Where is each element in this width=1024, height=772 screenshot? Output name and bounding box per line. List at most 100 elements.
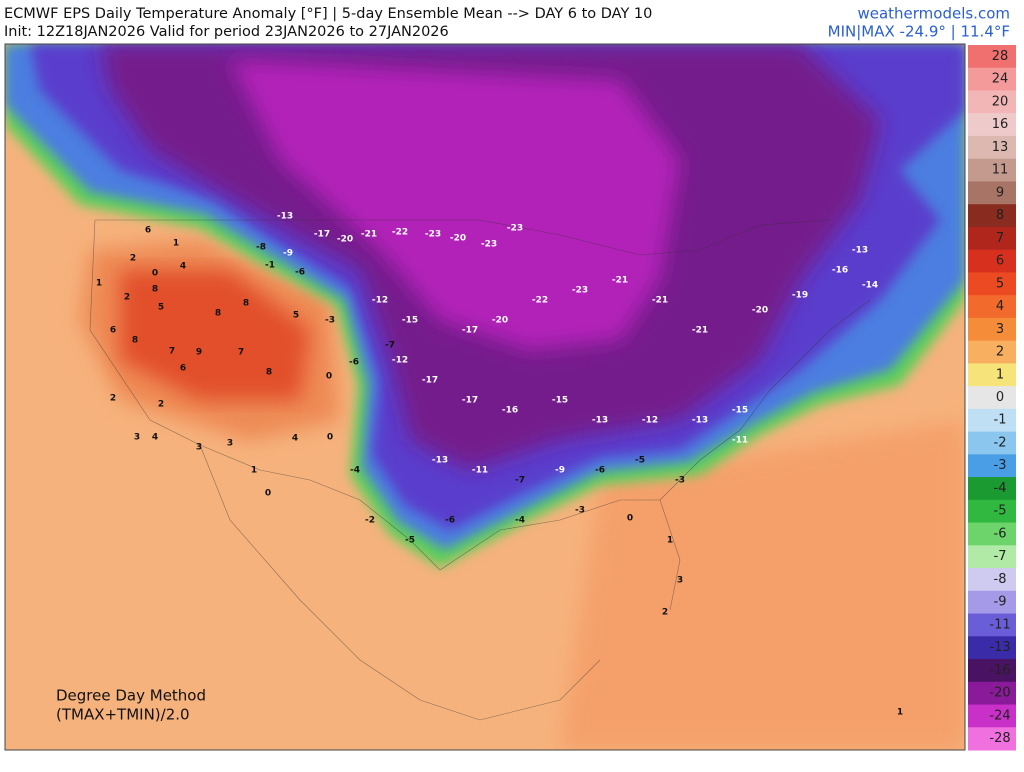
station-value: 0 bbox=[326, 372, 332, 382]
station-value: 8 bbox=[266, 368, 272, 378]
station-value: -12 bbox=[392, 356, 408, 366]
station-value: -6 bbox=[445, 516, 455, 526]
colorbar-swatch bbox=[968, 226, 1016, 251]
station-value: 2 bbox=[662, 608, 668, 618]
station-value: 0 bbox=[627, 514, 633, 524]
colorbar-label: -8 bbox=[994, 572, 1007, 587]
border-line bbox=[95, 219, 831, 256]
station-value: -22 bbox=[392, 228, 408, 238]
colorbar-swatch bbox=[968, 45, 1016, 69]
station-value: 3 bbox=[196, 443, 202, 453]
station-value: -6 bbox=[349, 358, 359, 368]
note-line: Degree Day Method bbox=[56, 687, 206, 705]
station-value: -4 bbox=[350, 466, 360, 476]
station-value: -9 bbox=[283, 249, 293, 259]
station-value: -8 bbox=[256, 243, 266, 253]
station-value: -20 bbox=[337, 235, 353, 245]
colorbar-swatch bbox=[968, 454, 1016, 478]
note-line: (TMAX+TMIN)/2.0 bbox=[56, 706, 190, 724]
station-value: 0 bbox=[327, 433, 333, 443]
min-max: MIN|MAX -24.9° | 11.4°F bbox=[828, 23, 1010, 41]
station-value: 0 bbox=[152, 269, 158, 279]
colorbar-swatch bbox=[968, 727, 1016, 751]
station-value: 4 bbox=[292, 434, 298, 444]
station-value: 6 bbox=[180, 364, 186, 374]
station-value: 8 bbox=[215, 309, 221, 319]
station-value: -9 bbox=[555, 466, 565, 476]
colorbar-label: -5 bbox=[994, 504, 1007, 519]
colorbar-label: 9 bbox=[996, 185, 1004, 200]
colorbar-label: 20 bbox=[992, 94, 1009, 109]
station-value: -13 bbox=[692, 416, 708, 426]
station-value: -13 bbox=[592, 416, 608, 426]
colorbar-label: 1 bbox=[996, 367, 1004, 382]
warm-ocean bbox=[560, 420, 965, 750]
station-value: 2 bbox=[130, 254, 136, 264]
station-value: -15 bbox=[402, 316, 418, 326]
station-value: -7 bbox=[385, 341, 395, 351]
station-value: -20 bbox=[450, 234, 466, 244]
colorbar-label: -13 bbox=[989, 640, 1010, 655]
map-frame bbox=[4, 43, 966, 751]
station-value: -14 bbox=[862, 281, 878, 291]
colorbar-label: -16 bbox=[989, 663, 1010, 678]
colorbar-swatch bbox=[968, 431, 1016, 455]
colorbar-label: 5 bbox=[996, 276, 1004, 291]
colorbar-swatch bbox=[968, 590, 1016, 615]
station-value: 4 bbox=[152, 433, 158, 443]
station-value: -21 bbox=[692, 326, 708, 336]
colorbar-label: 16 bbox=[992, 117, 1009, 132]
station-value: -21 bbox=[361, 230, 377, 240]
site-name: weathermodels.com bbox=[857, 5, 1010, 23]
station-value: -1 bbox=[265, 261, 275, 271]
colorbar-swatch bbox=[968, 317, 1016, 342]
cold-core bbox=[230, 60, 680, 350]
station-value: -15 bbox=[732, 406, 748, 416]
colorbar-swatch bbox=[968, 386, 1016, 410]
colorbar-swatch bbox=[968, 704, 1016, 728]
station-value: 1 bbox=[173, 239, 179, 249]
border-line bbox=[89, 219, 441, 571]
station-value: -13 bbox=[852, 246, 868, 256]
station-value: 1 bbox=[96, 279, 102, 289]
station-value: -19 bbox=[792, 291, 808, 301]
station-value: -23 bbox=[572, 286, 588, 296]
station-value: -17 bbox=[314, 230, 330, 240]
colorbar-swatch bbox=[968, 158, 1016, 182]
colorbar-swatch bbox=[968, 204, 1016, 228]
station-value: -22 bbox=[532, 296, 548, 306]
station-value: -7 bbox=[515, 476, 525, 486]
colorbar-swatch bbox=[968, 659, 1016, 683]
subtitle: Init: 12Z18JAN2026 Valid for period 23JA… bbox=[4, 24, 449, 40]
colorbar-swatch bbox=[968, 113, 1016, 137]
station-value: -23 bbox=[481, 240, 497, 250]
station-value: -4 bbox=[515, 516, 525, 526]
station-value: 1 bbox=[897, 708, 903, 718]
title: ECMWF EPS Daily Temperature Anomaly [°F]… bbox=[4, 6, 652, 22]
colorbar-label: 13 bbox=[992, 140, 1009, 155]
colorbar-swatch bbox=[968, 90, 1016, 114]
station-value: 8 bbox=[152, 285, 158, 295]
station-value: -3 bbox=[575, 506, 585, 516]
colorbar-swatch bbox=[968, 272, 1016, 296]
station-value: 7 bbox=[169, 347, 175, 357]
colorbar-swatch bbox=[968, 522, 1016, 546]
colorbar-label: -1 bbox=[994, 413, 1007, 428]
station-value: -17 bbox=[462, 326, 478, 336]
colorbar-label: 4 bbox=[996, 299, 1004, 314]
border-line bbox=[199, 444, 601, 721]
colorbar-label: -7 bbox=[994, 549, 1007, 564]
station-value: 9 bbox=[196, 348, 202, 358]
colorbar-label: -20 bbox=[989, 686, 1010, 701]
colorbar-label: 7 bbox=[996, 231, 1004, 246]
station-value: -11 bbox=[472, 466, 488, 476]
colorbar-label: -3 bbox=[994, 458, 1007, 473]
colorbar-swatch bbox=[968, 135, 1016, 160]
station-value: -3 bbox=[325, 316, 335, 326]
station-value: 0 bbox=[265, 489, 271, 499]
station-value: 1 bbox=[667, 536, 673, 546]
station-value: 1 bbox=[251, 466, 257, 476]
colorbar-swatch bbox=[968, 67, 1016, 91]
colorbar-label: -9 bbox=[994, 595, 1007, 610]
